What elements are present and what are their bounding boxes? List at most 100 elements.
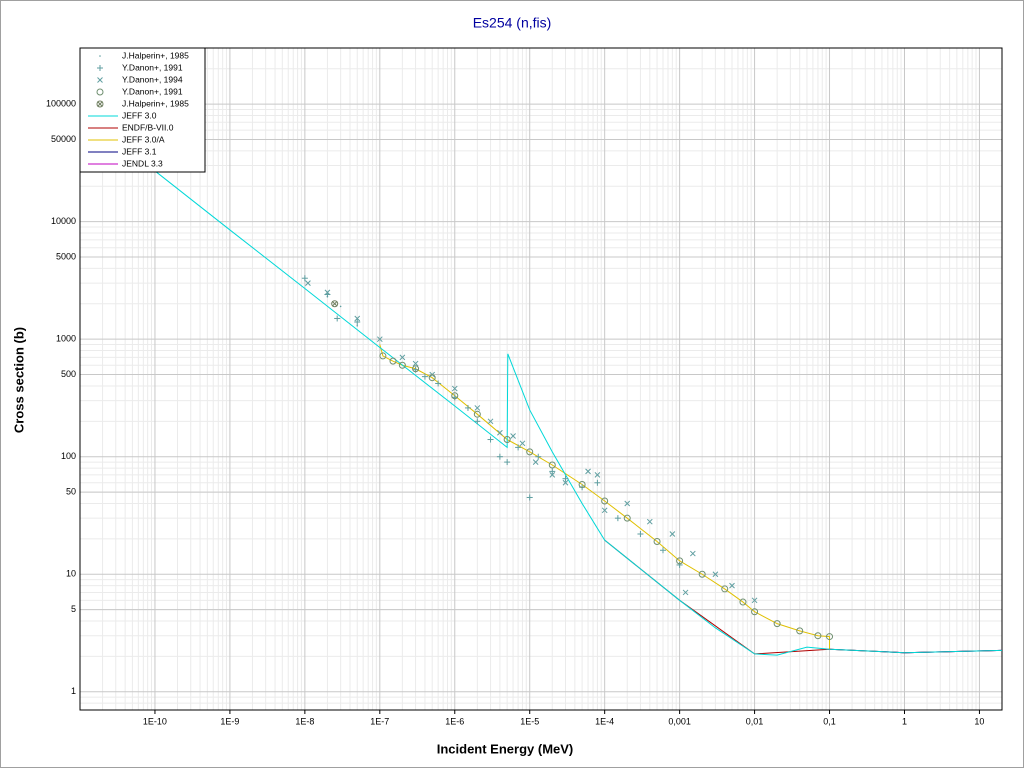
- y-tick-label: 100: [61, 451, 76, 461]
- marker-part: [739, 598, 747, 606]
- y-tick-label: 1: [71, 686, 76, 696]
- marker: [535, 453, 542, 460]
- marker-part: [549, 472, 556, 478]
- marker: [399, 354, 406, 361]
- marker: [624, 500, 631, 507]
- legend-label: ENDF/B-VII.0: [122, 122, 174, 132]
- marker: [428, 374, 436, 382]
- marker-part: [97, 77, 103, 83]
- marker: [519, 440, 526, 447]
- x-tick-label: 0,01: [746, 716, 764, 726]
- marker: [451, 392, 459, 400]
- marker: [549, 468, 556, 475]
- y-axis-label: Cross section (b): [11, 327, 26, 433]
- marker-part: [96, 100, 104, 108]
- marker: [526, 494, 533, 501]
- marker: [653, 537, 661, 545]
- x-tick-label: 1E-4: [595, 716, 614, 726]
- marker: [379, 352, 387, 360]
- marker: [464, 404, 471, 411]
- marker-part: [305, 280, 311, 286]
- marker-dot: [339, 305, 342, 308]
- legend: J.Halperin+, 1985 Y.Danon+, 1991 Y.Danon+,…: [79, 47, 206, 173]
- marker-part: [412, 365, 420, 373]
- marker-part: [594, 472, 601, 478]
- marker-part: [487, 418, 494, 425]
- marker-part: [451, 392, 459, 400]
- marker: [682, 589, 689, 596]
- marker: [305, 280, 311, 286]
- marker-part: [324, 289, 331, 296]
- marker: [474, 418, 481, 425]
- marker: [339, 305, 342, 308]
- marker-part: [751, 608, 759, 616]
- marker-part: [473, 410, 481, 418]
- marker-part: [601, 497, 609, 505]
- marker: [751, 597, 758, 604]
- marker-part: [601, 507, 608, 514]
- marker: [398, 361, 406, 369]
- marker: [96, 88, 104, 96]
- marker: [331, 300, 339, 308]
- marker-part: [729, 582, 735, 589]
- marker-part: [97, 101, 103, 107]
- marker: [549, 472, 556, 478]
- marker: [412, 365, 420, 373]
- marker: [97, 65, 103, 71]
- y-tick-label: 50: [66, 486, 76, 496]
- legend-label: JEFF 3.1: [122, 146, 157, 156]
- marker-part: [497, 429, 503, 436]
- marker: [585, 468, 591, 475]
- marker: [510, 433, 516, 439]
- marker-part: [389, 357, 397, 365]
- marker-part: [682, 589, 689, 596]
- marker: [676, 561, 683, 568]
- chart-title: Es254 (n,fis): [473, 15, 552, 31]
- marker: [729, 582, 735, 589]
- marker-part: [676, 557, 684, 565]
- plot-border: [79, 47, 1003, 711]
- marker-part: [428, 374, 436, 382]
- marker: [301, 275, 308, 282]
- marker-part: [712, 571, 719, 578]
- marker: [532, 459, 539, 465]
- marker: [562, 479, 569, 486]
- marker-part: [376, 336, 383, 343]
- marker-part: [826, 633, 834, 641]
- legend-label: Y.Danon+, 1991: [122, 62, 183, 72]
- marker: [97, 77, 103, 83]
- marker-part: [331, 300, 338, 307]
- marker-part: [585, 468, 591, 475]
- legend-label: J.Halperin+, 1985: [122, 98, 189, 108]
- marker: [739, 598, 747, 606]
- x-tick-label: 1E-6: [445, 716, 464, 726]
- marker: [526, 448, 534, 456]
- marker: [451, 394, 458, 401]
- x-tick-label: 1E-10: [143, 716, 167, 726]
- x-tick-label: 0,1: [823, 716, 836, 726]
- y-tick-label: 500: [61, 369, 76, 379]
- marker: [515, 444, 522, 451]
- line-series: [80, 111, 1002, 656]
- marker-part: [562, 479, 569, 486]
- marker-part: [510, 433, 516, 439]
- marker: [826, 633, 834, 641]
- y-tick-label: 50000: [51, 134, 76, 144]
- marker-part: [578, 481, 586, 489]
- marker-part: [624, 500, 631, 507]
- marker: [324, 289, 331, 296]
- marker-part: [689, 550, 696, 557]
- marker-part: [623, 514, 631, 522]
- marker: [773, 620, 781, 628]
- marker: [548, 461, 556, 469]
- marker-part: [721, 585, 729, 593]
- marker: [614, 515, 621, 522]
- marker-part: [474, 405, 481, 411]
- legend-box: [79, 47, 206, 173]
- marker-part: [532, 459, 539, 465]
- marker: [578, 481, 586, 489]
- marker: [601, 507, 608, 514]
- marker: [389, 357, 397, 365]
